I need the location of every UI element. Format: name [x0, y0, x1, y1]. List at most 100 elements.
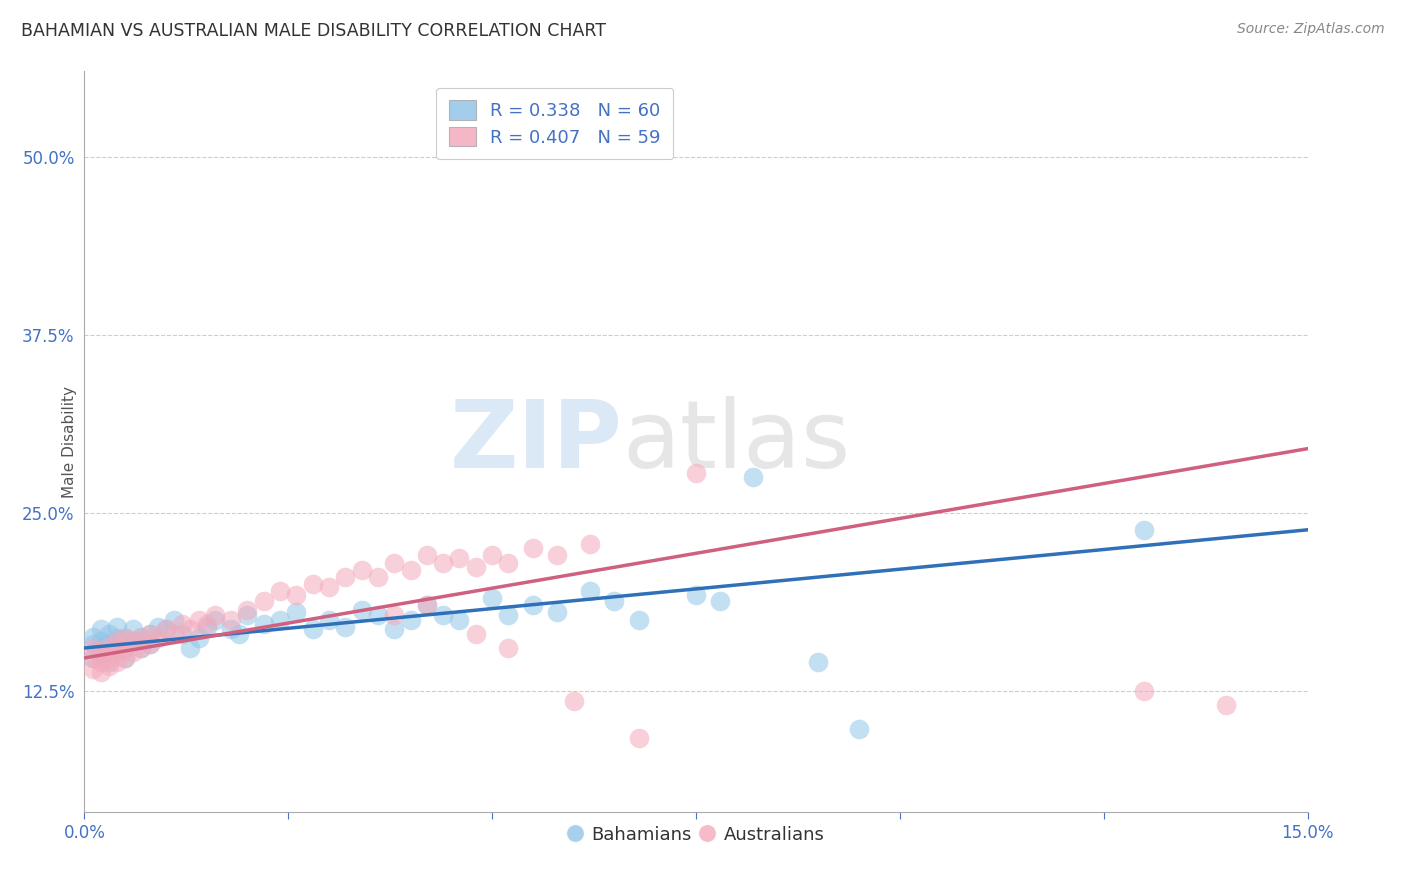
- Bahamians: [138, 637, 160, 651]
- Bahamians: [204, 613, 226, 627]
- Bahamians: [709, 594, 731, 608]
- Bahamians: [627, 613, 650, 627]
- Australians: [416, 599, 439, 613]
- Australians: [432, 556, 454, 570]
- Y-axis label: Male Disability: Male Disability: [62, 385, 77, 498]
- Australians: [82, 662, 104, 676]
- Australians: [195, 616, 218, 631]
- Bahamians: [399, 613, 422, 627]
- Bahamians: [82, 651, 104, 665]
- Australians: [163, 626, 186, 640]
- Bahamians: [807, 655, 830, 669]
- Bahamians: [579, 584, 602, 599]
- Australians: [399, 563, 422, 577]
- Australians: [90, 665, 112, 680]
- Australians: [105, 645, 128, 659]
- Text: Source: ZipAtlas.com: Source: ZipAtlas.com: [1237, 22, 1385, 37]
- Bahamians: [82, 637, 104, 651]
- Bahamians: [367, 608, 389, 623]
- Bahamians: [498, 608, 520, 623]
- Bahamians: [350, 602, 373, 616]
- Australians: [335, 570, 357, 584]
- Australians: [350, 563, 373, 577]
- Australians: [562, 694, 585, 708]
- Bahamians: [432, 608, 454, 623]
- Bahamians: [122, 633, 145, 648]
- Bahamians: [546, 606, 568, 620]
- Text: ZIP: ZIP: [450, 395, 623, 488]
- Bahamians: [90, 633, 112, 648]
- Bahamians: [449, 613, 471, 627]
- Bahamians: [105, 619, 128, 633]
- Australians: [114, 651, 136, 665]
- Bahamians: [90, 623, 112, 637]
- Bahamians: [742, 470, 765, 484]
- Bahamians: [382, 623, 405, 637]
- Australians: [131, 640, 153, 655]
- Australians: [179, 623, 201, 637]
- Australians: [522, 541, 544, 556]
- Australians: [367, 570, 389, 584]
- Australians: [382, 556, 405, 570]
- Bahamians: [97, 655, 120, 669]
- Bahamians: [82, 630, 104, 644]
- Australians: [122, 633, 145, 648]
- Bahamians: [114, 651, 136, 665]
- Australians: [105, 633, 128, 648]
- Bahamians: [105, 640, 128, 655]
- Australians: [97, 659, 120, 673]
- Australians: [90, 655, 112, 669]
- Bahamians: [114, 631, 136, 645]
- Legend: Bahamians, Australians: Bahamians, Australians: [560, 818, 832, 851]
- Australians: [219, 613, 242, 627]
- Australians: [131, 631, 153, 645]
- Bahamians: [155, 623, 177, 637]
- Australians: [498, 556, 520, 570]
- Bahamians: [416, 599, 439, 613]
- Bahamians: [90, 648, 112, 662]
- Australians: [82, 640, 104, 655]
- Australians: [464, 559, 486, 574]
- Australians: [114, 640, 136, 655]
- Australians: [1133, 683, 1156, 698]
- Bahamians: [172, 626, 194, 640]
- Australians: [105, 655, 128, 669]
- Australians: [285, 588, 308, 602]
- Bahamians: [269, 613, 291, 627]
- Bahamians: [122, 623, 145, 637]
- Text: atlas: atlas: [623, 395, 851, 488]
- Australians: [236, 602, 259, 616]
- Australians: [82, 651, 104, 665]
- Australians: [138, 637, 160, 651]
- Bahamians: [685, 588, 707, 602]
- Bahamians: [848, 722, 870, 736]
- Bahamians: [114, 640, 136, 655]
- Australians: [546, 549, 568, 563]
- Australians: [97, 651, 120, 665]
- Australians: [1215, 698, 1237, 712]
- Bahamians: [481, 591, 503, 606]
- Australians: [627, 731, 650, 745]
- Australians: [301, 577, 323, 591]
- Australians: [449, 551, 471, 566]
- Australians: [685, 466, 707, 480]
- Australians: [579, 537, 602, 551]
- Australians: [416, 549, 439, 563]
- Bahamians: [522, 599, 544, 613]
- Australians: [382, 608, 405, 623]
- Australians: [498, 640, 520, 655]
- Australians: [253, 594, 276, 608]
- Bahamians: [97, 645, 120, 659]
- Bahamians: [90, 640, 112, 655]
- Bahamians: [318, 613, 340, 627]
- Australians: [90, 645, 112, 659]
- Bahamians: [301, 623, 323, 637]
- Australians: [481, 549, 503, 563]
- Australians: [318, 580, 340, 594]
- Australians: [204, 608, 226, 623]
- Bahamians: [97, 637, 120, 651]
- Bahamians: [253, 616, 276, 631]
- Australians: [187, 613, 209, 627]
- Australians: [146, 631, 169, 645]
- Australians: [155, 623, 177, 637]
